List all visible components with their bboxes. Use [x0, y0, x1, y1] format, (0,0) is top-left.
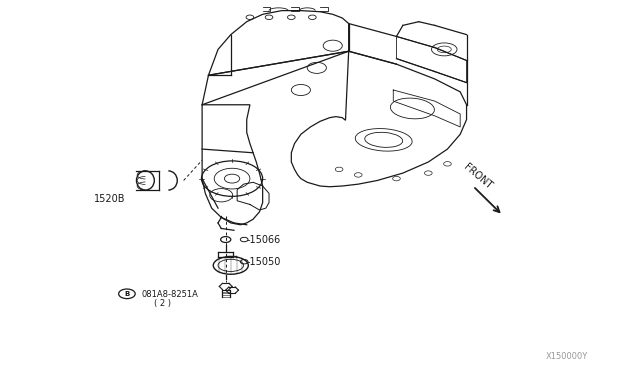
Text: 1520B: 1520B [94, 194, 125, 204]
Text: -15066: -15066 [246, 234, 281, 244]
Text: B: B [124, 291, 129, 297]
Text: 081A8-8251A: 081A8-8251A [141, 291, 198, 299]
Text: FRONT: FRONT [461, 162, 493, 191]
Text: -15050: -15050 [246, 257, 281, 267]
Text: ( 2 ): ( 2 ) [154, 299, 172, 308]
Text: X150000Y: X150000Y [546, 352, 588, 361]
